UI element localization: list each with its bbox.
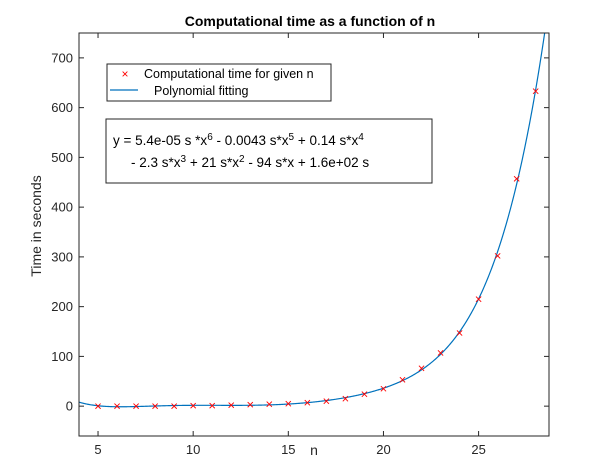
x-axis-label: n [310,442,318,458]
legend-label-fit: Polynomial fitting [154,84,249,98]
data-point [532,88,539,95]
data-point [285,400,292,407]
data-point [228,402,235,409]
data-point [456,330,463,336]
y-tick-label: 200 [51,299,73,314]
data-point [209,402,216,409]
fit-layer [79,33,546,408]
data-point [361,391,368,398]
data-point [304,399,311,406]
equation-line-1: y = 5.4e-05 s *x6 - 0.0043 s*x5 + 0.14 s… [113,132,364,149]
data-point [190,402,197,409]
data-point [380,385,387,392]
y-tick-label: 600 [51,100,73,115]
data-point [171,403,178,410]
x-tick-label: 10 [186,442,200,457]
y-tick-label: 700 [51,50,73,65]
data-point [399,376,406,383]
x-tick-label: 20 [376,442,390,457]
data-point [342,395,349,402]
tick-layer: 5 10 15 20 25 0 100 200 300 400 500 600 700 [51,33,549,457]
legend-marker: × [121,67,128,81]
data-point [323,398,330,405]
data-point [475,296,482,303]
y-tick-label: 100 [51,349,73,364]
data-point [266,401,273,408]
equation-line-2: - 2.3 s*x3 + 21 s*x2 - 94 s*x + 1.6e+02 … [131,154,369,171]
equation-annotation: y = 5.4e-05 s *x6 - 0.0043 s*x5 + 0.14 s… [105,118,433,184]
data-point [247,401,254,408]
chart-title: Computational time as a function of n [185,13,435,29]
data-point [114,403,120,410]
data-point [437,349,444,356]
data-point [152,403,159,410]
y-tick-label: 500 [51,150,73,165]
y-tick-label: 300 [51,249,73,264]
data-point [494,252,501,259]
y-axis-label: Time in seconds [28,175,44,276]
equation-box [105,118,433,184]
legend-box [106,63,332,102]
x-tick-label: 25 [471,442,485,457]
legend-label-data: Computational time for given n [144,67,314,81]
data-point [513,175,520,182]
x-tick-label: 5 [94,442,101,457]
fit-curve [79,33,546,408]
x-tick-label: 15 [281,442,295,457]
data-point [133,403,140,410]
y-tick-label: 0 [66,399,73,414]
marker-layer [95,88,539,410]
legend: × Computational time for given n Polynom… [106,63,332,102]
data-point [95,403,101,410]
plot-frame [78,32,550,437]
y-tick-label: 400 [51,200,73,215]
data-point [418,365,425,372]
